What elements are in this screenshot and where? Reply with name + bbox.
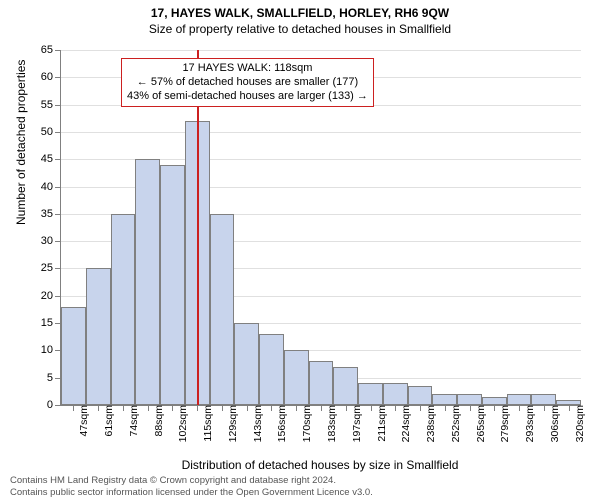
histogram-bar	[457, 394, 482, 405]
x-tick-label: 197sqm	[343, 405, 363, 442]
histogram-bar	[61, 307, 86, 405]
annotation-line-3: 43% of semi-detached houses are larger (…	[127, 90, 368, 104]
title-line-2: Size of property relative to detached ho…	[0, 22, 600, 38]
histogram-bar	[531, 394, 556, 405]
x-tick-label: 306sqm	[541, 405, 561, 442]
footer-line-1: Contains HM Land Registry data © Crown c…	[10, 475, 590, 486]
y-tick-label: 30	[41, 235, 61, 247]
x-tick-label: 293sqm	[516, 405, 536, 442]
histogram-bar	[482, 397, 507, 405]
x-tick-label: 170sqm	[293, 405, 313, 442]
histogram-bar	[383, 383, 408, 405]
x-tick-label: 143sqm	[244, 405, 264, 442]
chart-container: 17, HAYES WALK, SMALLFIELD, HORLEY, RH6 …	[0, 0, 600, 500]
x-tick-label: 320sqm	[566, 405, 586, 442]
y-tick-label: 25	[41, 262, 61, 274]
histogram-bar	[210, 214, 235, 405]
x-tick-label: 265sqm	[467, 405, 487, 442]
y-tick-label: 60	[41, 71, 61, 83]
footer-line-2: Contains public sector information licen…	[10, 487, 590, 498]
histogram-bar	[408, 386, 433, 405]
x-tick-label: 102sqm	[169, 405, 189, 442]
x-tick-label: 252sqm	[442, 405, 462, 442]
x-tick-label: 183sqm	[318, 405, 338, 442]
x-tick-label: 279sqm	[491, 405, 511, 442]
x-tick-label: 88sqm	[145, 405, 165, 437]
y-tick-label: 15	[41, 317, 61, 329]
histogram-bar	[432, 394, 457, 405]
histogram-bar	[234, 323, 259, 405]
histogram-bar	[309, 361, 334, 405]
y-tick-label: 55	[41, 99, 61, 111]
x-axis-label: Distribution of detached houses by size …	[60, 458, 580, 472]
footer: Contains HM Land Registry data © Crown c…	[10, 475, 590, 498]
y-tick-label: 35	[41, 208, 61, 220]
y-tick-label: 50	[41, 126, 61, 138]
gridline	[61, 50, 581, 51]
y-tick-label: 65	[41, 44, 61, 56]
title-line-1: 17, HAYES WALK, SMALLFIELD, HORLEY, RH6 …	[0, 6, 600, 22]
histogram-bar	[333, 367, 358, 405]
x-tick-label: 156sqm	[268, 405, 288, 442]
x-tick-label: 211sqm	[368, 405, 388, 442]
plot-area: 0510152025303540455055606547sqm61sqm74sq…	[60, 50, 581, 406]
annotation-line-1: 17 HAYES WALK: 118sqm	[127, 62, 368, 76]
y-tick-label: 10	[41, 344, 61, 356]
x-tick-label: 115sqm	[194, 405, 214, 442]
gridline	[61, 132, 581, 133]
histogram-bar	[86, 268, 111, 405]
y-tick-label: 20	[41, 290, 61, 302]
x-tick-label: 238sqm	[417, 405, 437, 442]
y-tick-label: 45	[41, 153, 61, 165]
histogram-bar	[111, 214, 136, 405]
y-axis-label: Number of detached properties	[14, 60, 28, 225]
histogram-bar	[358, 383, 383, 405]
histogram-bar	[259, 334, 284, 405]
x-tick-label: 129sqm	[219, 405, 239, 442]
chart-title: 17, HAYES WALK, SMALLFIELD, HORLEY, RH6 …	[0, 0, 600, 37]
histogram-bar	[284, 350, 309, 405]
histogram-bar	[507, 394, 532, 405]
y-tick-label: 40	[41, 181, 61, 193]
x-tick-label: 47sqm	[70, 405, 90, 437]
annotation-box: 17 HAYES WALK: 118sqm ← 57% of detached …	[121, 58, 374, 107]
histogram-bar	[135, 159, 160, 405]
x-tick-label: 74sqm	[120, 405, 140, 437]
x-tick-label: 61sqm	[95, 405, 115, 437]
annotation-line-2: ← 57% of detached houses are smaller (17…	[127, 76, 368, 90]
y-tick-label: 5	[47, 372, 61, 384]
y-tick-label: 0	[47, 399, 61, 411]
x-tick-label: 224sqm	[392, 405, 412, 442]
histogram-bar	[160, 165, 185, 405]
